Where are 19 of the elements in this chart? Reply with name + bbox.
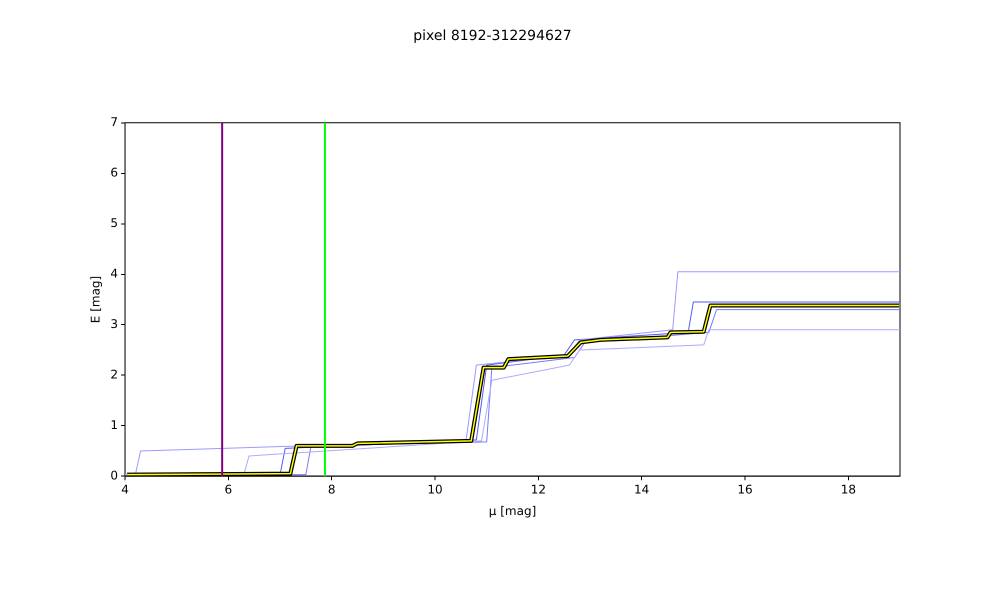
x-tick-label: 10 <box>427 482 443 497</box>
y-tick-label: 5 <box>110 216 118 230</box>
x-axis-title: μ [mag] <box>488 504 536 518</box>
x-tick-label: 6 <box>224 482 232 497</box>
y-tick-label: 0 <box>110 468 118 482</box>
x-tick-label: 18 <box>840 482 856 497</box>
x-tick-label: 14 <box>634 482 650 497</box>
x-tick-label: 12 <box>530 482 546 497</box>
x-tick-label: 4 <box>121 482 129 497</box>
x-tick-label: 8 <box>328 482 336 497</box>
chart-title: pixel 8192-312294627 <box>413 28 572 44</box>
y-tick-label: 3 <box>110 316 118 331</box>
y-axis-title: E [mag] <box>88 276 102 324</box>
y-tick-label: 4 <box>110 266 118 280</box>
y-tick-label: 6 <box>110 165 118 180</box>
y-tick-label: 1 <box>110 418 118 432</box>
x-tick-label: 16 <box>737 482 753 497</box>
y-tick-label: 2 <box>110 367 118 382</box>
y-tick-label: 7 <box>110 114 118 129</box>
